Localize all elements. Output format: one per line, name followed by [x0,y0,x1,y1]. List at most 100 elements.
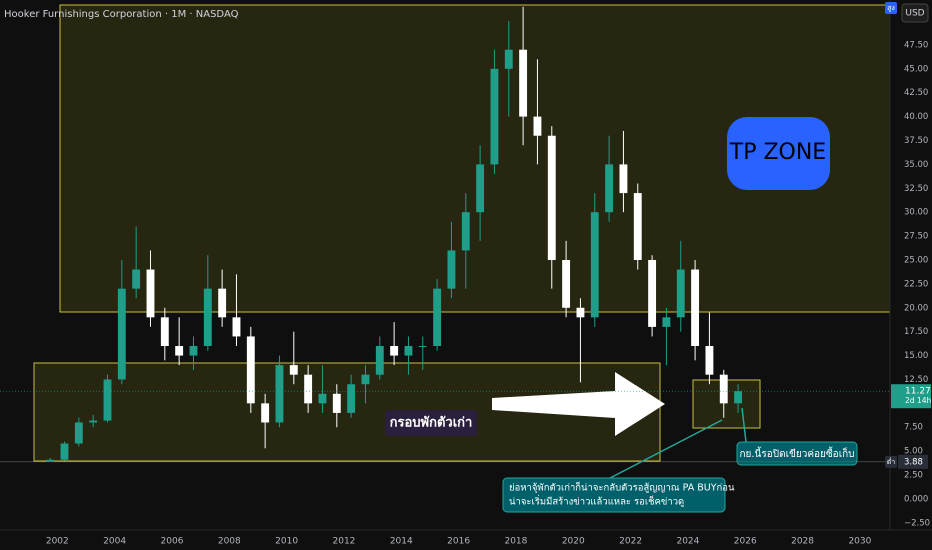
candle-body [633,193,642,260]
x-tick-label: 2028 [791,537,814,547]
note-2-line: ย่อหาจุ้พักตัวเก่าก็น่าจะกลับตัวรอสู้ญญา… [509,481,735,494]
y-tick-label: 40.00 [904,112,928,122]
candle-body [203,288,212,347]
low-value: 3.88 [904,457,923,467]
y-tick-label: 47.50 [904,40,928,50]
candle-body [347,384,356,413]
candle-body [576,307,585,318]
candle-body [404,346,413,356]
high-marker: สูง [887,4,895,12]
candle-body [160,317,169,347]
callout-box [736,441,858,466]
y-tick-label: 30.00 [904,208,928,218]
candle-body [246,336,255,404]
y-tick-label: 2.50 [904,471,923,481]
label-box [385,410,477,436]
candle-body [375,346,384,375]
x-tick-label: 2026 [734,537,757,547]
candle-body [46,459,55,462]
x-tick-label: 2012 [333,537,356,547]
candle-body [605,164,614,213]
countdown: 2d 14h [905,396,931,405]
note-2-line: น่าจะเริ่มมีสร้างข่าวแล้วแหละ รอเช็คข่าว… [509,495,684,508]
candle-body [691,269,700,347]
candle-body [275,365,284,423]
candle-body [676,269,685,318]
candle-body [289,365,298,375]
candle-body [590,212,599,318]
x-tick-label: 2014 [390,537,413,547]
candle-body [218,288,227,318]
candle-body [433,288,442,347]
old-range-label: กรอบพักตัวเก่า [390,416,473,431]
y-tick-label: 37.50 [904,136,928,146]
y-tick-label: 22.50 [904,279,928,289]
candle-body [476,164,485,213]
candle-body [304,374,313,404]
candle-body [318,393,327,404]
y-tick-label: 35.00 [904,160,928,170]
arrow [492,372,665,436]
tp-zone-bubble [727,117,830,190]
y-tick-label: 0.000 [904,494,928,504]
x-tick-label: 2006 [161,537,184,547]
candle-body [74,422,83,444]
candle-body [447,250,456,289]
candle-body [175,346,184,356]
y-tick-label: 15.00 [904,351,928,361]
candle-body [117,288,126,380]
candle-body [734,391,743,404]
x-tick-label: 2002 [46,537,69,547]
candle-body [232,317,241,337]
low-value-box [898,454,928,469]
currency[interactable]: USD [905,9,924,19]
candle-body [89,420,98,423]
x-tick-label: 2004 [103,537,126,547]
candle-body [361,374,370,385]
y-tick-label: 7.50 [904,423,923,433]
candle-body [261,403,270,423]
y-tick-label: 45.00 [904,64,928,74]
candle-body [562,259,571,308]
candle-body [648,259,657,327]
candle-body [719,374,728,404]
x-tick-label: 2008 [218,537,241,547]
x-tick-label: 2022 [619,537,642,547]
x-tick-label: 2010 [275,537,298,547]
y-tick-label: 42.50 [904,88,928,98]
y-tick-label: 5.00 [904,447,923,457]
x-tick-label: 2018 [504,537,527,547]
chart-title: Hooker Furnishings Corporation · 1M · NA… [4,9,239,20]
low-marker-label: ต่ำ [887,457,896,466]
x-tick-label: 2030 [848,537,871,547]
x-tick-label: 2016 [447,537,470,547]
candle-body [619,164,628,194]
candle-body [490,68,499,165]
x-tick-label: 2024 [676,537,699,547]
candle-body [547,135,556,260]
high-flag [885,2,897,14]
candle-body [533,116,542,136]
last-price-box [891,384,931,409]
candle-body [705,346,714,375]
y-tick-label: 20.00 [904,303,928,313]
x-tick-label: 2020 [562,537,585,547]
candle-body [504,49,513,69]
y-tick-label: −2.50 [904,518,930,528]
candle-body [132,269,141,289]
callout-box [502,477,726,513]
currency-button[interactable] [901,3,929,23]
candle-body [461,212,470,251]
y-tick-label: 17.50 [904,327,928,337]
candle-body [103,379,112,421]
callout-line [741,407,747,443]
y-tick-label: 27.50 [904,232,928,242]
candle-body [146,269,155,318]
candle-body [332,393,341,413]
y-tick-label: 25.00 [904,255,928,265]
candle-body [519,49,528,117]
callout-line [609,419,723,479]
note-1: กย.นี้รอปิดเขียวค่อยซื้อเก็บ [739,446,854,460]
